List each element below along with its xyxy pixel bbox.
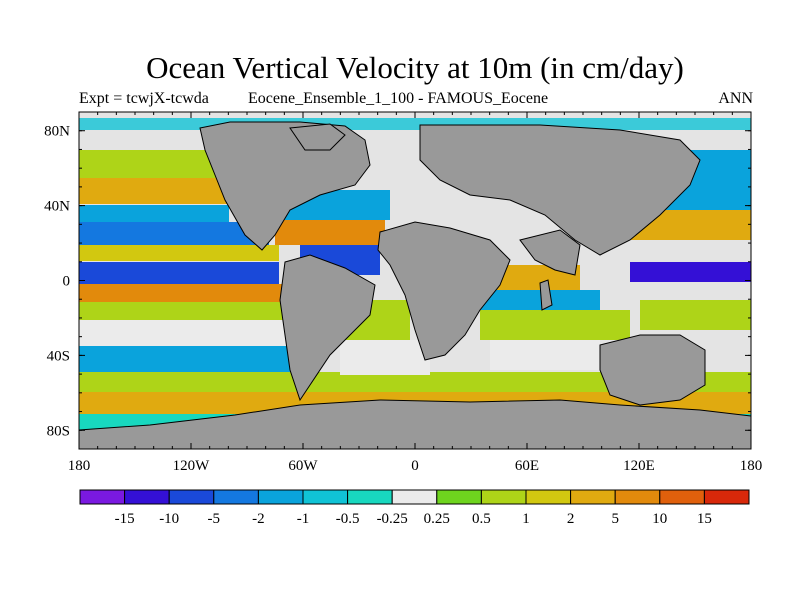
colorbar-swatch bbox=[302, 489, 349, 505]
tropical-pacific-band-2 bbox=[79, 245, 279, 261]
colorbar-label: 15 bbox=[697, 511, 712, 527]
colorbar-swatch bbox=[347, 489, 393, 505]
indian-band-2 bbox=[480, 290, 600, 310]
lon-label: 180 bbox=[740, 458, 763, 474]
colorbar-swatch bbox=[213, 489, 259, 505]
colorbar-swatch bbox=[79, 489, 126, 505]
lat-label: 0 bbox=[63, 274, 71, 290]
south-pacific-band-3 bbox=[79, 346, 309, 372]
colorbar-swatch bbox=[570, 489, 616, 505]
lon-label: 180 bbox=[68, 458, 91, 474]
lat-label: 40N bbox=[44, 199, 70, 215]
colorbar-swatch bbox=[124, 489, 170, 505]
south-tropical-band bbox=[79, 284, 289, 302]
colorbar-label: 0.5 bbox=[472, 511, 491, 527]
colorbar-swatch bbox=[480, 489, 527, 505]
north-america bbox=[199, 121, 371, 251]
lon-label: 0 bbox=[411, 458, 419, 474]
india bbox=[519, 229, 581, 276]
colorbar-swatch bbox=[436, 489, 482, 505]
colorbar: -15 -10 -5 -2 -1 -0.5 -0.25 0.25 0.5 1 2 5 10 15 bbox=[79, 489, 750, 527]
lon-label: 120W bbox=[173, 458, 211, 474]
lon-label: 120E bbox=[623, 458, 655, 474]
atlantic-band-2 bbox=[275, 220, 385, 245]
colorbar-label: 1 bbox=[522, 511, 530, 527]
colorbar-swatch bbox=[659, 489, 705, 505]
lat-label: 80S bbox=[47, 423, 70, 439]
land bbox=[79, 121, 751, 449]
colorbar-label: -1 bbox=[297, 511, 310, 527]
australia bbox=[599, 334, 706, 406]
colorbar-label: -2 bbox=[252, 511, 265, 527]
axis-labels: 180 120W 60W 0 60E 120E 180 80N 40N 0 40S 80S bbox=[44, 124, 762, 474]
antarctica bbox=[79, 399, 751, 449]
colorbar-label: -0.25 bbox=[377, 511, 408, 527]
colorbar-label: 2 bbox=[567, 511, 575, 527]
lat-label: 40S bbox=[47, 348, 70, 364]
period-label: ANN bbox=[718, 90, 753, 107]
colorbar-swatch bbox=[525, 489, 572, 505]
subtropical-pacific-band bbox=[79, 205, 229, 223]
north-pacific-band-2 bbox=[79, 178, 239, 204]
colorbar-label: 0.25 bbox=[424, 511, 450, 527]
madagascar bbox=[539, 279, 553, 311]
colorbar-label: -15 bbox=[115, 511, 135, 527]
eurasia bbox=[419, 124, 701, 256]
equatorial-pacific-band bbox=[79, 262, 279, 284]
lon-label: 60W bbox=[288, 458, 318, 474]
south-pacific-band-2 bbox=[79, 320, 309, 346]
south-america bbox=[279, 254, 376, 402]
velocity-field bbox=[79, 112, 751, 449]
south-pacific-band bbox=[79, 302, 289, 322]
experiment-label: Expt = tcwjX-tcwda bbox=[79, 90, 209, 107]
colorbar-label: -10 bbox=[159, 511, 179, 527]
colorbar-label: -5 bbox=[208, 511, 221, 527]
colorbar-swatch bbox=[614, 489, 661, 505]
greenland bbox=[289, 123, 346, 151]
africa bbox=[377, 221, 511, 361]
south-atlantic-band-2 bbox=[340, 340, 430, 375]
axis-ticks bbox=[78, 112, 752, 449]
lat-label: 80N bbox=[44, 124, 70, 140]
southern-ocean-band bbox=[79, 372, 751, 392]
southwest-pacific-band bbox=[640, 300, 751, 330]
map-title: Ocean Vertical Velocity at 10m (in cm/da… bbox=[146, 50, 684, 85]
colorbar-swatch bbox=[703, 489, 750, 505]
colorbar-swatch bbox=[391, 489, 438, 505]
colorbar-label: 10 bbox=[652, 511, 667, 527]
colorbar-swatch bbox=[168, 489, 215, 505]
tropical-pacific-band bbox=[79, 222, 269, 246]
arctic-band bbox=[79, 118, 751, 130]
indian-band-4 bbox=[490, 340, 600, 370]
indian-band-3 bbox=[480, 310, 630, 340]
ensemble-label: Eocene_Ensemble_1_100 - FAMOUS_Eocene bbox=[248, 90, 549, 107]
colorbar-swatch bbox=[257, 489, 304, 505]
colorbar-label: -0.5 bbox=[336, 511, 360, 527]
lon-label: 60E bbox=[515, 458, 539, 474]
west-pacific-equatorial bbox=[630, 262, 751, 282]
colorbar-label: 5 bbox=[611, 511, 619, 527]
